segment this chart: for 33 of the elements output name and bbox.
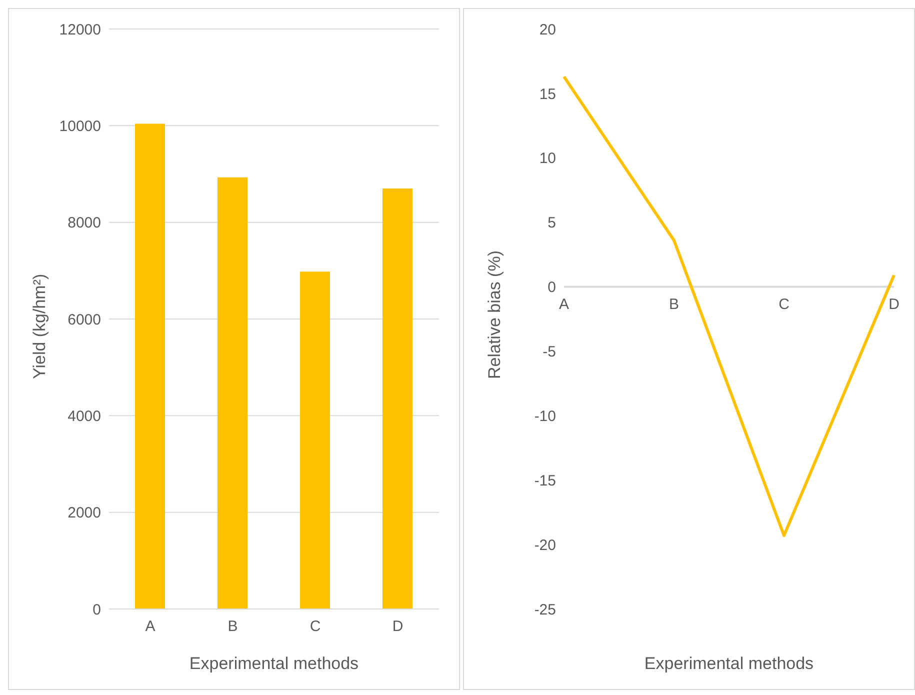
y-tick-label: -20 [534,536,556,554]
y-axis-title: Relative bias (%) [485,250,504,379]
y-tick-label: 2000 [68,504,101,522]
x-tick-label: A [145,618,156,635]
bar [218,177,248,609]
y-tick-label: 6000 [68,311,101,328]
x-tick-label: C [778,296,790,313]
y-tick-label: 15 [539,86,556,103]
bar [382,188,412,609]
y-tick-label: -15 [534,472,556,490]
y-tick-label: 8000 [68,214,101,232]
x-tick-label: C [310,618,321,635]
x-tick-label: B [228,618,238,635]
x-tick-label: B [668,296,680,313]
y-tick-label: 10000 [59,118,101,135]
y-tick-label: 0 [92,601,101,618]
x-tick-label: D [392,618,404,635]
y-tick-label: -5 [542,344,556,361]
y-tick-label: -25 [534,601,556,618]
bar [300,272,330,609]
x-axis-title: Experimental methods [644,654,814,673]
y-tick-label: 0 [548,279,556,296]
y-tick-label: 12000 [59,21,101,38]
x-tick-label: A [558,296,570,313]
bar [135,124,165,609]
y-axis-title: Yield (kg/hm²) [30,274,50,379]
y-tick-label: 20 [539,21,556,38]
y-tick-label: -10 [534,408,556,425]
y-tick-label: 4000 [68,408,101,425]
x-tick-label: D [888,296,900,313]
y-tick-label: 10 [539,150,556,168]
y-tick-label: 5 [548,214,556,232]
x-axis-title: Experimental methods [189,654,359,673]
